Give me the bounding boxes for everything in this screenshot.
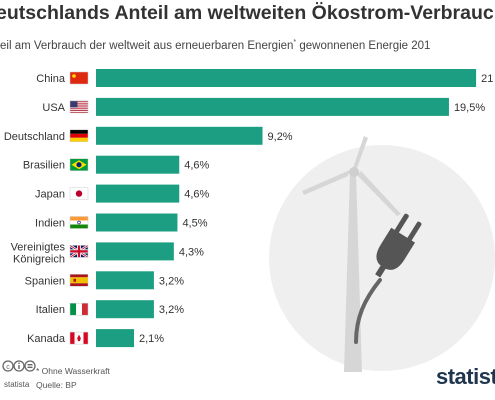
category-label: Brasilien — [23, 160, 65, 172]
germany-flag — [69, 129, 89, 143]
bar-6 — [96, 213, 178, 232]
energy-illustration — [269, 136, 495, 372]
value-label: 4,6% — [184, 160, 209, 172]
source-note: Quelle: BP — [36, 380, 77, 390]
category-label: Italien — [36, 304, 65, 316]
value-label: 19,5% — [454, 102, 485, 114]
category-label: Japan — [35, 189, 65, 201]
value-label: 4,6% — [184, 189, 209, 201]
value-label: 4,3% — [179, 246, 204, 258]
bar-3 — [96, 126, 263, 145]
subtitle-text: eil am Verbrauch der weltweit aus erneue… — [0, 39, 294, 52]
usa-flag — [69, 100, 89, 114]
footnote-marker: * — [293, 39, 297, 46]
footer-site[interactable]: statista — [4, 380, 30, 389]
value-label: 2,1% — [139, 333, 164, 345]
bar-7 — [96, 242, 174, 261]
share-icon[interactable] — [24, 360, 36, 372]
info-icon[interactable] — [13, 360, 25, 372]
category-label: Vereinigtes Königreich — [11, 241, 66, 265]
india-flag — [69, 216, 89, 229]
footer-icons: c — [2, 360, 36, 372]
category-label: USA — [42, 102, 65, 114]
value-labels: 21 19,5% 9,2% 4,6% 4,6% 4,5% 4,3% 3,2% 3,2% 2,1% — [139, 73, 493, 345]
bar-9 — [96, 300, 154, 319]
footnote: * Ohne Wasserkraft — [36, 366, 110, 376]
category-label: Indien — [35, 218, 65, 230]
chart-title: eutschlands Anteil am weltweiten Ökostro… — [0, 2, 495, 24]
category-labels: China USA Deutschland Brasilien Japan Indien V… — [4, 73, 66, 345]
uk-flag — [69, 244, 89, 259]
value-label: 3,2% — [159, 275, 184, 287]
value-label: 4,5% — [182, 218, 207, 230]
japan-flag — [69, 187, 89, 200]
category-label: China — [36, 73, 66, 85]
wind-turbine-plug-icon — [302, 136, 422, 372]
bar-1 — [96, 69, 477, 87]
category-label: Kanada — [27, 333, 66, 345]
china-flag — [69, 71, 89, 85]
bar-10 — [96, 329, 135, 348]
statista-logo[interactable]: statista — [436, 364, 495, 389]
flags-group — [69, 71, 89, 345]
bar-5 — [96, 184, 180, 203]
bar-4 — [96, 155, 180, 174]
svg-text:c: c — [6, 364, 10, 371]
spain-flag — [69, 274, 89, 287]
canada-flag — [69, 331, 89, 345]
value-label: 3,2% — [159, 304, 184, 316]
brazil-flag — [69, 158, 89, 171]
bar-2 — [96, 97, 449, 116]
value-label: 9,2% — [268, 131, 293, 143]
copyright-icon[interactable]: c — [2, 360, 14, 372]
subtitle-text-end: gewonnenen Energie 201 — [296, 39, 431, 52]
category-label: Spanien — [25, 275, 65, 287]
italy-flag — [69, 302, 89, 316]
category-label: Deutschland — [4, 131, 65, 143]
chart-subtitle: eil am Verbrauch der weltweit aus erneue… — [0, 39, 430, 52]
bar-8 — [96, 271, 154, 290]
bars-group — [96, 69, 477, 348]
value-label: 21 — [481, 73, 493, 85]
